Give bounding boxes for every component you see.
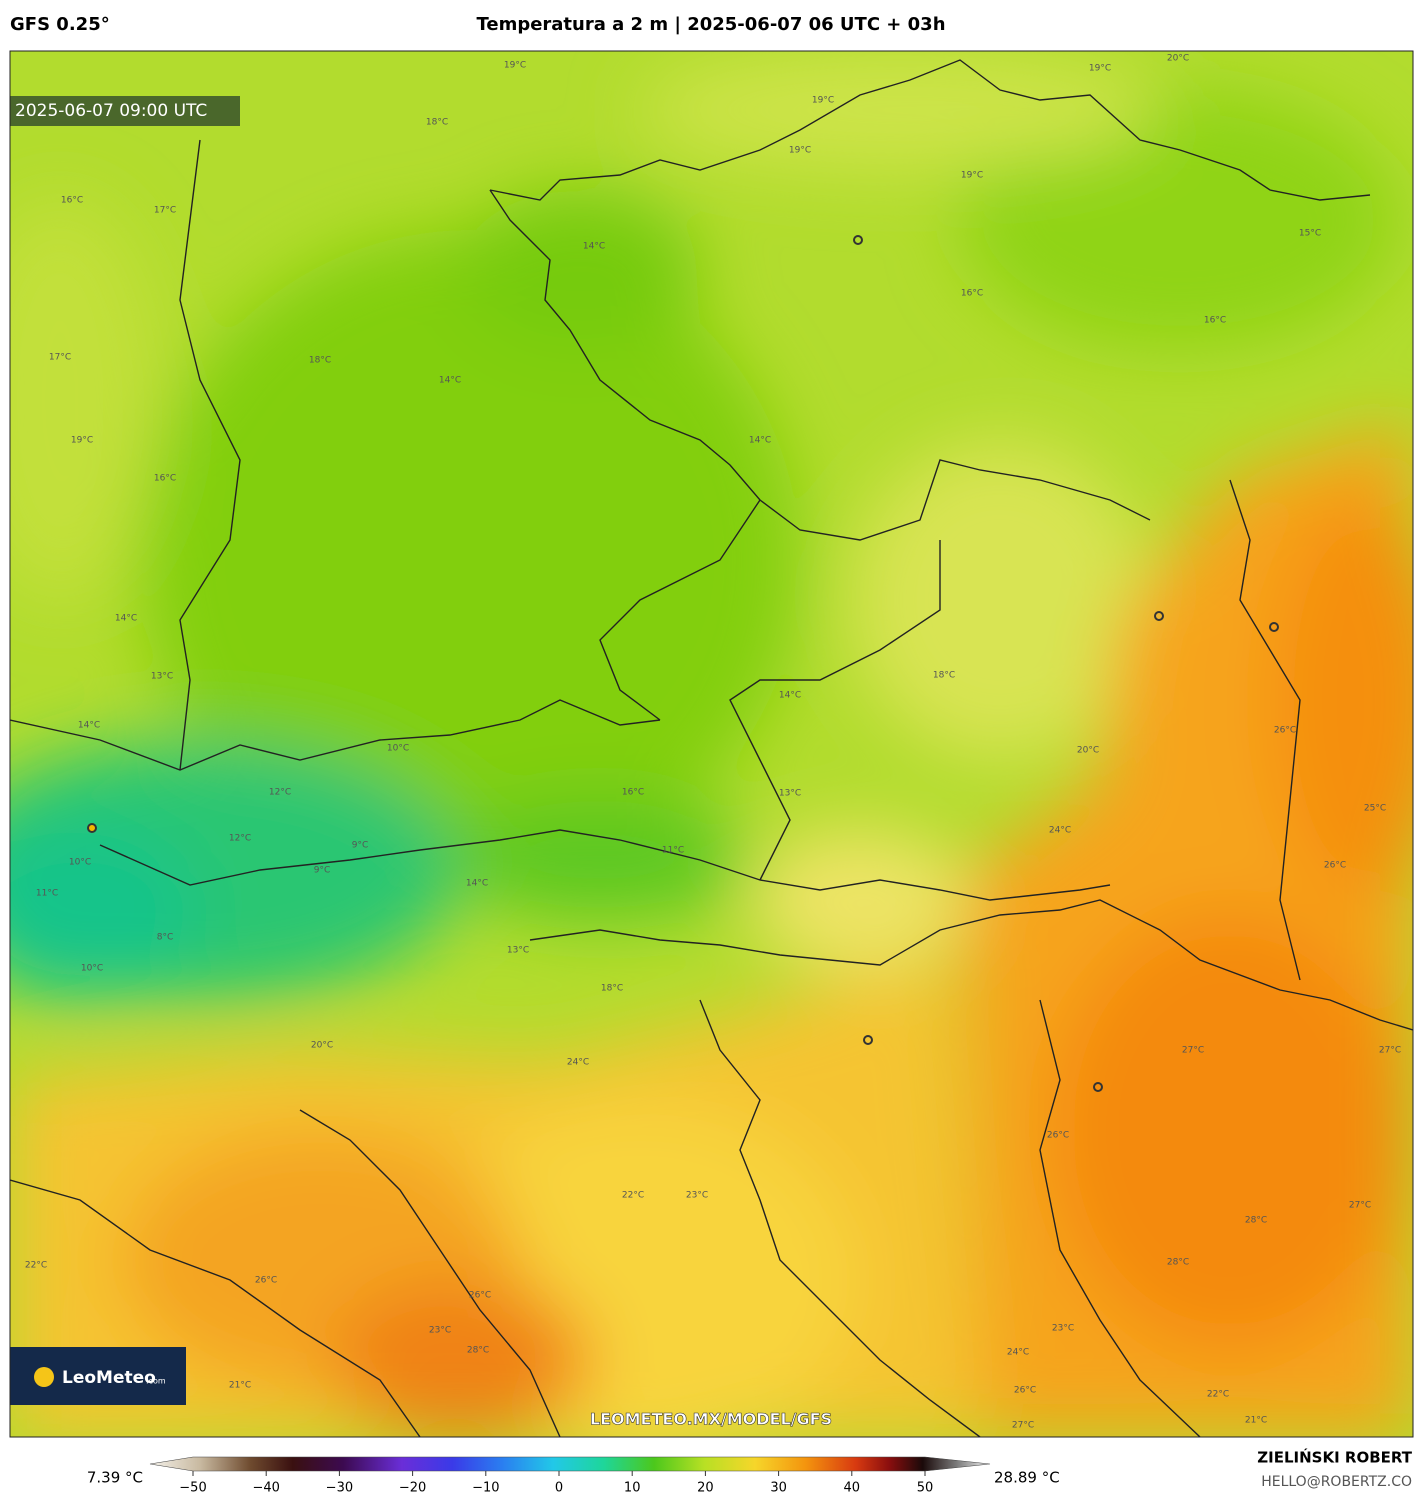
title: Temperatura a 2 m | 2025-06-07 06 UTC + … <box>476 14 945 35</box>
contour-label: 28°C <box>1245 1216 1267 1226</box>
colorbar-tick-label: −40 <box>252 1481 279 1496</box>
contour-label: 10°C <box>69 858 91 868</box>
colorbar-tick-label: 50 <box>917 1481 934 1496</box>
contour-label: 26°C <box>255 1276 277 1286</box>
author: ZIELIŃSKI ROBERT <box>1257 1448 1412 1467</box>
contour-label: 16°C <box>622 788 644 798</box>
timestamp-box <box>10 96 240 126</box>
contour-label: 13°C <box>151 672 173 682</box>
contour-label: 18°C <box>309 356 331 366</box>
contour-label: 22°C <box>25 1261 47 1271</box>
watermark: LEOMETEO.MX/MODEL/GFS <box>590 1410 832 1429</box>
colorbar-tick-label: −30 <box>326 1481 353 1496</box>
colorbar-min: 7.39 °C <box>87 1469 143 1487</box>
contour-label: 28°C <box>467 1346 489 1356</box>
logo-sun <box>34 1367 54 1387</box>
cities <box>87 235 1279 1092</box>
colorbar-tick-label: −10 <box>472 1481 499 1496</box>
contour-label: 18°C <box>426 118 448 128</box>
contour-label: 16°C <box>61 196 83 206</box>
logo-name: LeoMeteo <box>62 1368 156 1388</box>
colorbar-tick-label: 0 <box>555 1481 563 1496</box>
contour-label: 20°C <box>1167 54 1189 64</box>
contour-label: 21°C <box>1245 1416 1267 1426</box>
contour-label: 12°C <box>229 834 251 844</box>
contour-label: 19°C <box>71 436 93 446</box>
contour-label: 26°C <box>1047 1131 1069 1141</box>
email: HELLO@ROBERTZ.CO <box>1261 1474 1412 1490</box>
contour-label: 23°C <box>429 1326 451 1336</box>
contour-label: 19°C <box>1089 64 1111 74</box>
contour-label: 13°C <box>507 946 529 956</box>
colorbar-tick-label: −20 <box>399 1481 426 1496</box>
contour-label: 19°C <box>961 171 983 181</box>
contour-label: 8°C <box>157 933 174 943</box>
contour-label: 10°C <box>81 964 103 974</box>
colorbar-tick-label: −50 <box>179 1481 206 1496</box>
contour-label: 17°C <box>154 206 176 216</box>
contour-label: 27°C <box>1379 1046 1401 1056</box>
timestamp: 2025-06-07 09:00 UTC <box>15 101 207 121</box>
contour-label: 24°C <box>567 1058 589 1068</box>
contour-label: 16°C <box>154 474 176 484</box>
contour-label: 12°C <box>269 788 291 798</box>
contour-label: 27°C <box>1182 1046 1204 1056</box>
map-frame <box>9 50 1414 1438</box>
contour-label: 28°C <box>1167 1258 1189 1268</box>
contour-label: 20°C <box>1077 746 1099 756</box>
map: 19°C 18°C 16°C 17°C 14°C 19°C 19°C 19°C 20°C 19°C… <box>10 51 1413 1437</box>
contour-label: 14°C <box>78 721 100 731</box>
contour-label: 10°C <box>387 744 409 754</box>
colorbar-tick-label: 10 <box>624 1481 641 1496</box>
contour-label: 27°C <box>1012 1421 1034 1431</box>
contour-label: 26°C <box>1324 861 1346 871</box>
contour-label: 14°C <box>466 879 488 889</box>
contour-label: 26°C <box>1274 726 1296 736</box>
borders <box>10 59 1413 1437</box>
contour-label: 23°C <box>1052 1324 1074 1334</box>
contour-label: 14°C <box>115 614 137 624</box>
contour-label: 16°C <box>1204 316 1226 326</box>
contour-label: 14°C <box>779 691 801 701</box>
contour-label: 24°C <box>1049 826 1071 836</box>
contour-label: 16°C <box>961 289 983 299</box>
contour-label: 27°C <box>1349 1201 1371 1211</box>
contour-label: 14°C <box>439 376 461 386</box>
contour-label: 13°C <box>779 789 801 799</box>
contour-label: 25°C <box>1364 804 1386 814</box>
contour-label: 11°C <box>36 889 58 899</box>
contour-label: 18°C <box>933 671 955 681</box>
contour-label: 19°C <box>812 96 834 106</box>
contour-label: 24°C <box>1007 1348 1029 1358</box>
temperature-field <box>10 51 1413 1437</box>
colorbar: 7.39 °C 28.89 °C −50 −40 −30 −20 −10 0 10 20 30 4… <box>87 1456 1060 1496</box>
contour-label: 21°C <box>229 1381 251 1391</box>
colorbar-tick-label: 40 <box>844 1481 861 1496</box>
colorbar-bar <box>149 1456 991 1472</box>
contour-label: 17°C <box>49 353 71 363</box>
contour-label: 23°C <box>686 1191 708 1201</box>
contour-label: 22°C <box>622 1191 644 1201</box>
contour-label: 19°C <box>789 146 811 156</box>
contour-label: 14°C <box>583 242 605 252</box>
contour-labels: 19°C 18°C 16°C 17°C 14°C 19°C 19°C 19°C 20°C 19°C… <box>25 54 1401 1431</box>
contour-label: 26°C <box>469 1291 491 1301</box>
colorbar-tick-label: 30 <box>770 1481 787 1496</box>
contour-label: 11°C <box>662 846 684 856</box>
colorbar-max: 28.89 °C <box>994 1469 1060 1487</box>
contour-label: 20°C <box>311 1041 333 1051</box>
contour-label: 19°C <box>504 61 526 71</box>
contour-label: 18°C <box>601 984 623 994</box>
contour-label: 26°C <box>1014 1386 1036 1396</box>
contour-label: 9°C <box>352 841 369 851</box>
contour-label: 22°C <box>1207 1390 1229 1400</box>
model-label: GFS 0.25° <box>10 14 110 35</box>
colorbar-tick-label: 20 <box>697 1481 714 1496</box>
contour-label: 14°C <box>749 436 771 446</box>
contour-label: 9°C <box>314 866 331 876</box>
logo-suffix: .com <box>146 1377 166 1386</box>
contour-label: 15°C <box>1299 229 1321 239</box>
